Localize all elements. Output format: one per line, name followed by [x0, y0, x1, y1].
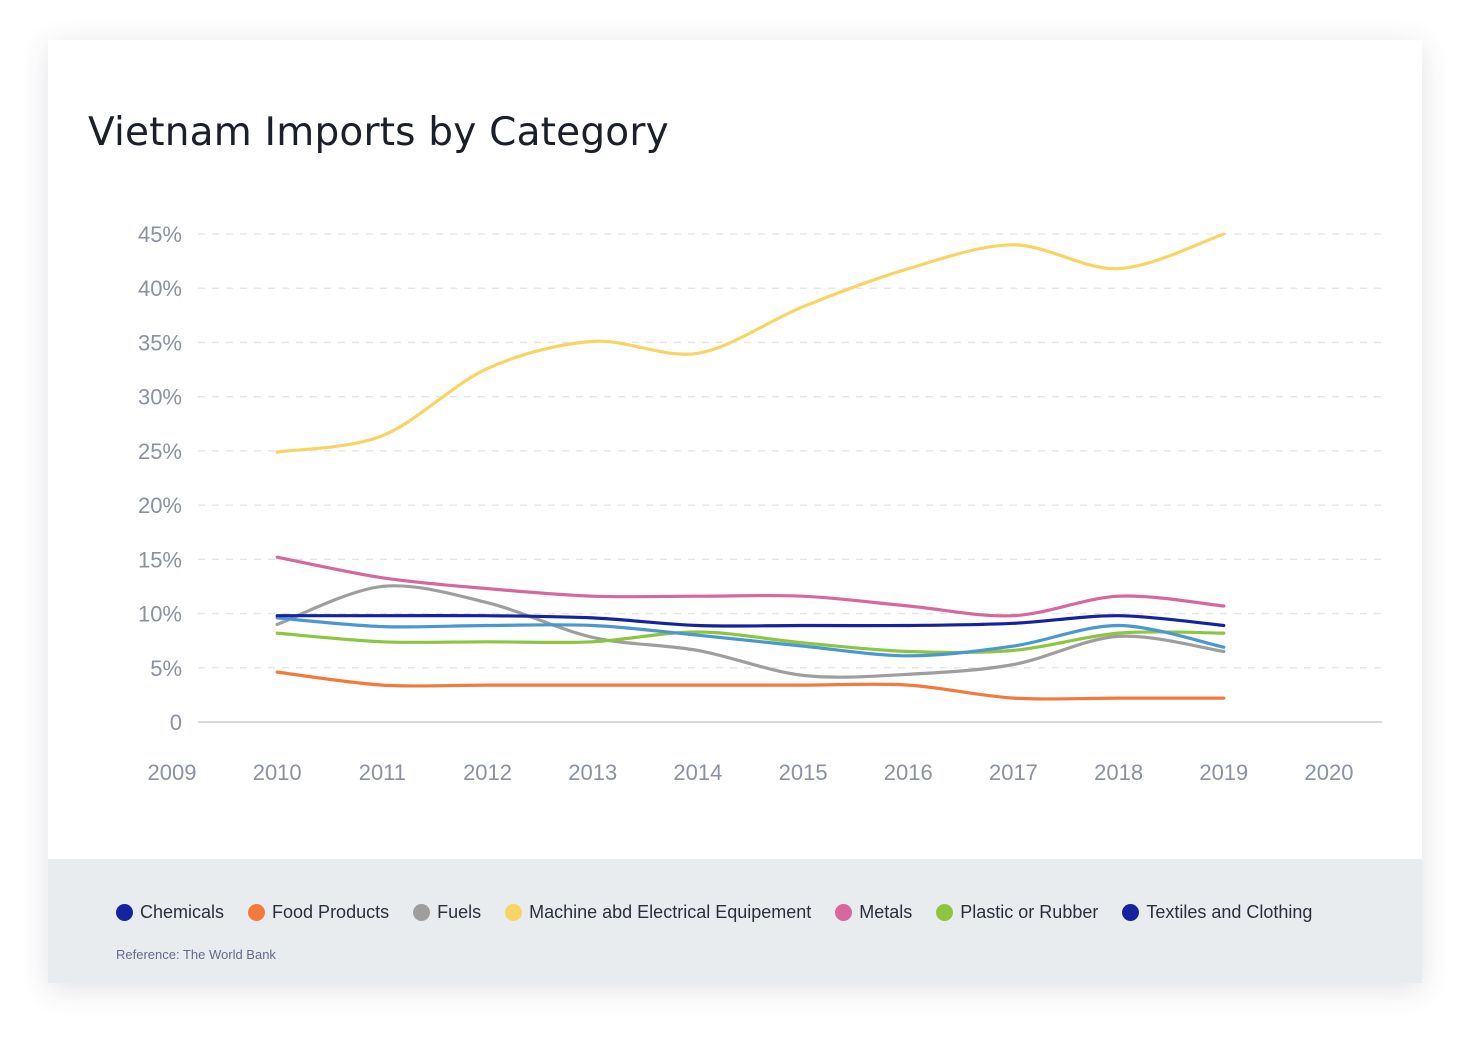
y-tick-label: 5%	[150, 656, 182, 681]
x-tick-label: 2020	[1305, 760, 1354, 785]
legend-label: Plastic or Rubber	[960, 902, 1099, 922]
legend-item[interactable]: Plastic or Rubber	[936, 902, 1098, 923]
x-tick-label: 2014	[673, 760, 722, 785]
legend-label: Textiles and Clothing	[1146, 902, 1313, 922]
legend-swatch-icon	[248, 904, 266, 921]
chart-title: Vietnam Imports by Category	[88, 110, 669, 155]
legend-item[interactable]: Chemicals	[116, 902, 224, 923]
reference-note: Reference: The World Bank	[116, 947, 276, 962]
x-tick-label: 2011	[359, 760, 406, 785]
y-tick-label: 15%	[138, 547, 182, 572]
legend-swatch-icon	[413, 904, 431, 921]
series-line-plastic-or-rubber	[275, 630, 1226, 655]
y-tick-label: 0	[170, 710, 182, 735]
legend-label: Food Products	[272, 902, 390, 922]
legend-item[interactable]: Food Products	[248, 902, 389, 923]
x-tick-label: 2013	[568, 760, 617, 785]
x-tick-label: 2017	[989, 760, 1038, 785]
legend-item[interactable]: Textiles and Clothing	[1122, 902, 1312, 923]
legend-swatch-icon	[835, 904, 853, 921]
series-line-metals	[275, 555, 1226, 618]
legend-swatch-icon	[936, 904, 954, 921]
legend-item[interactable]: Machine abd Electrical Equipement	[505, 902, 811, 923]
x-tick-label: 2010	[253, 760, 302, 785]
x-tick-label: 2019	[1199, 760, 1248, 785]
x-tick-label: 2018	[1094, 760, 1143, 785]
series-line-fuels	[275, 584, 1226, 679]
series-line-food-products	[275, 670, 1226, 701]
y-tick-label: 10%	[138, 602, 182, 627]
x-tick-label: 2012	[463, 760, 512, 785]
legend: Chemicals Food Products Fuels Machine abd E…	[116, 902, 1336, 923]
y-tick-label: 45%	[138, 222, 182, 247]
legend-label: Chemicals	[140, 902, 225, 922]
chart-footer: Chemicals Food Products Fuels Machine abd E…	[48, 859, 1422, 983]
series-lines	[275, 232, 1226, 701]
legend-label: Metals	[859, 902, 913, 922]
x-tick-label: 2015	[779, 760, 828, 785]
y-tick-label: 40%	[138, 276, 182, 301]
line-chart: 0 5% 10% 15% 20% 25% 30% 35% 40% 45% 2009 2010 2011…	[138, 222, 1382, 785]
y-tick-label: 30%	[138, 385, 182, 410]
y-axis-ticks: 0 5% 10% 15% 20% 25% 30% 35% 40% 45%	[138, 222, 182, 735]
legend-item[interactable]: Metals	[835, 902, 912, 923]
legend-label: Machine abd Electrical Equipement	[529, 902, 812, 922]
y-tick-label: 25%	[138, 439, 182, 464]
series-line-textiles-and-clothing	[275, 616, 1226, 658]
grid-lines	[198, 233, 1382, 723]
series-line-chemicals	[275, 613, 1226, 628]
chart-card: Vietnam Imports by Category 0 5% 10% 15% 20%…	[48, 40, 1422, 983]
x-tick-label: 2009	[148, 760, 197, 785]
y-tick-label: 35%	[138, 330, 182, 355]
legend-swatch-icon	[1122, 904, 1140, 921]
series-line-machine-abd-electrical-equipement	[275, 232, 1226, 454]
x-axis-ticks: 2009 2010 2011 2012 2013 2014 2015 2016 2017 2018…	[148, 760, 1354, 785]
legend-item[interactable]: Fuels	[413, 902, 481, 923]
legend-swatch-icon	[505, 904, 523, 921]
y-tick-label: 20%	[138, 493, 182, 518]
x-tick-label: 2016	[884, 760, 933, 785]
legend-swatch-icon	[116, 904, 133, 921]
legend-label: Fuels	[437, 902, 482, 922]
